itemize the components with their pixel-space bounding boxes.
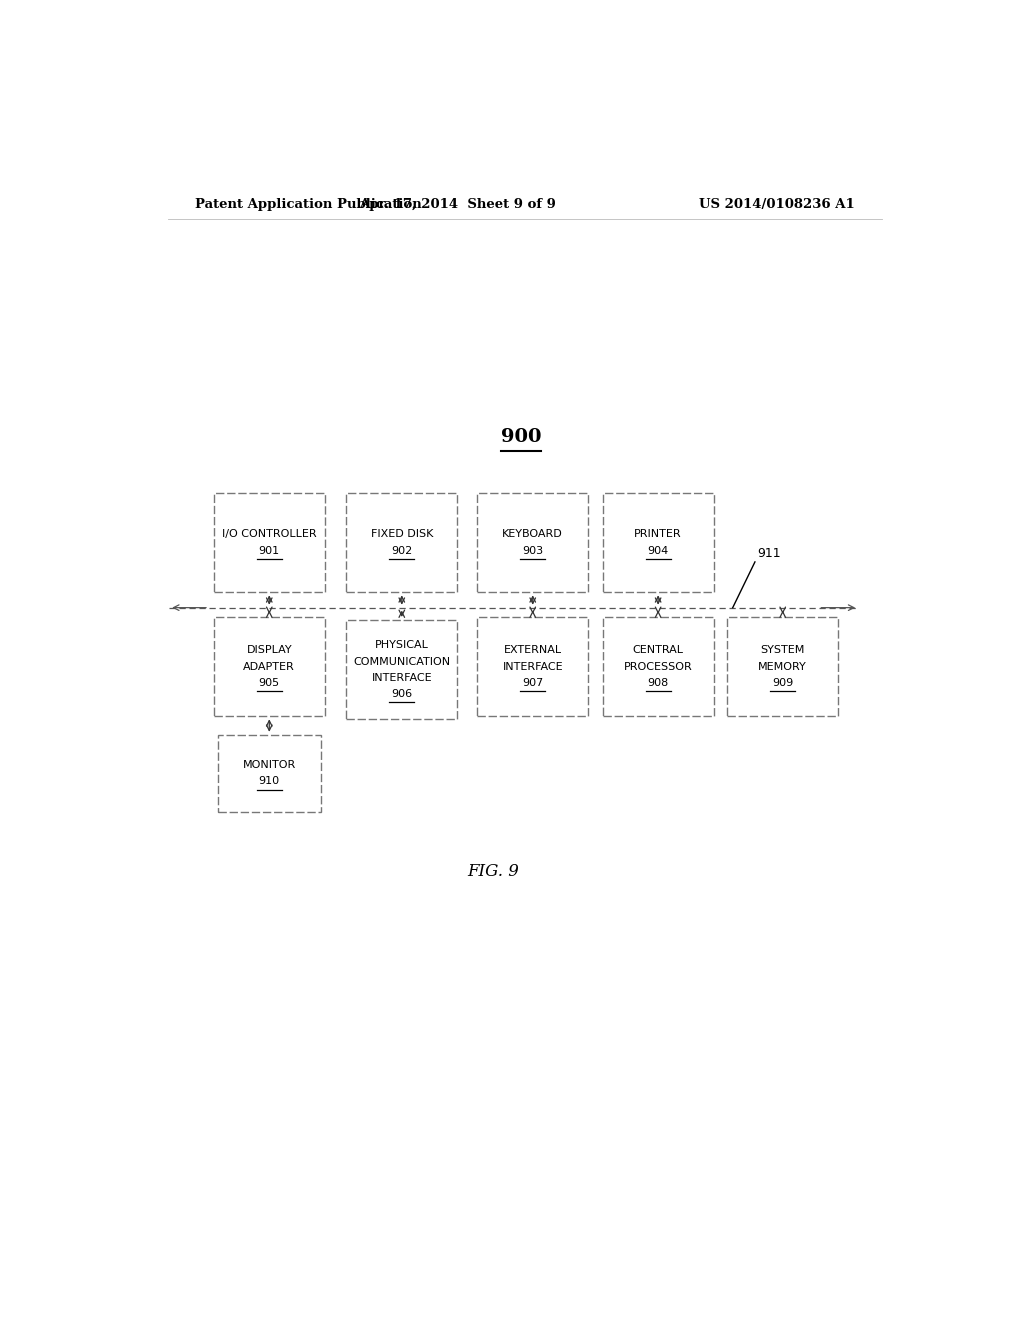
Text: 904: 904 [647,545,669,556]
Text: PHYSICAL: PHYSICAL [375,640,429,651]
Bar [477,492,589,593]
Text: 908: 908 [647,678,669,688]
Bar [346,492,458,593]
Text: CENTRAL: CENTRAL [633,645,684,655]
Bar [218,735,321,812]
Bar [346,620,458,719]
Text: 909: 909 [772,678,794,688]
Text: 903: 903 [522,545,544,556]
Text: INTERFACE: INTERFACE [372,673,432,682]
Text: 900: 900 [501,428,541,446]
Text: EXTERNAL: EXTERNAL [504,645,562,655]
Text: US 2014/0108236 A1: US 2014/0108236 A1 [699,198,855,211]
Bar [214,616,325,717]
Text: INTERFACE: INTERFACE [503,661,563,672]
Text: SYSTEM: SYSTEM [761,645,805,655]
Text: I/O CONTROLLER: I/O CONTROLLER [222,529,316,540]
Text: 907: 907 [522,678,544,688]
Text: 911: 911 [758,548,781,560]
Text: 906: 906 [391,689,413,700]
Text: 905: 905 [259,678,280,688]
Bar [214,492,325,593]
Bar [477,616,589,717]
Text: ADAPTER: ADAPTER [244,661,295,672]
Text: PRINTER: PRINTER [634,529,682,540]
Text: Apr. 17, 2014  Sheet 9 of 9: Apr. 17, 2014 Sheet 9 of 9 [358,198,556,211]
Bar [602,616,714,717]
Bar [727,616,839,717]
Text: KEYBOARD: KEYBOARD [503,529,563,540]
Text: MEMORY: MEMORY [759,661,807,672]
Text: Patent Application Publication: Patent Application Publication [196,198,422,211]
Text: 910: 910 [259,776,280,787]
Bar [602,492,714,593]
Text: DISPLAY: DISPLAY [247,645,292,655]
Text: FIG. 9: FIG. 9 [467,863,519,880]
Text: FIXED DISK: FIXED DISK [371,529,433,540]
Text: COMMUNICATION: COMMUNICATION [353,656,451,667]
Text: 902: 902 [391,545,413,556]
Text: 901: 901 [259,545,280,556]
Text: PROCESSOR: PROCESSOR [624,661,692,672]
Text: MONITOR: MONITOR [243,760,296,770]
